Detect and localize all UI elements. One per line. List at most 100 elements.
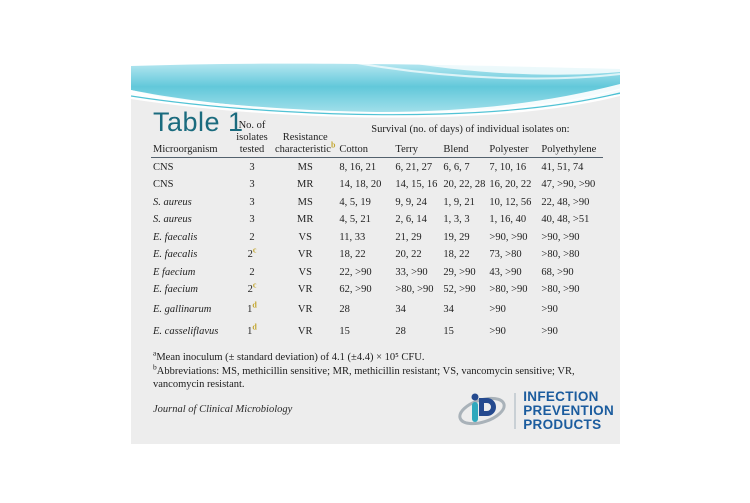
cell-polyethylene: >90, >90: [541, 231, 580, 243]
cell-cotton: 15: [339, 325, 350, 337]
cell-microorganism: E. faecalis: [153, 249, 198, 260]
table-row: E. faecalis 2 VS 11, 33 21, 29 19, 29 >9…: [151, 228, 603, 246]
cell-isolates: 2c: [247, 280, 257, 295]
cell-resistance: MS: [297, 196, 313, 208]
header-resistance: Resistance characteristicb: [273, 120, 338, 159]
cell-polyethylene: 40, 48, >51: [541, 214, 590, 225]
cell-isolates: 1d: [247, 300, 257, 315]
cell-cotton: 14, 18, 20: [339, 179, 382, 190]
cell-cotton: 4, 5, 19: [339, 196, 371, 208]
cell-cotton: 18, 22: [339, 249, 366, 260]
table-row: E faecium 2 VS 22, >90 33, >90 29, >90 4…: [151, 263, 603, 281]
footnote-a: aMean inoculum (± standard deviation) of…: [153, 348, 425, 363]
table-row: CNS 3 MR 14, 18, 20 14, 15, 16 20, 22, 2…: [151, 176, 603, 194]
cell-cotton: 22, >90: [339, 266, 372, 278]
cell-polyester: 43, >90: [489, 266, 522, 278]
header-blend: Blend: [441, 139, 488, 159]
cell-terry: 2, 6, 14: [395, 214, 427, 225]
cell-terry: 21, 29: [395, 231, 422, 243]
cell-polyester: >90: [489, 325, 506, 337]
cell-microorganism: E faecium: [153, 266, 196, 278]
cell-isolates: 3: [249, 161, 255, 173]
cell-polyethylene: 41, 51, 74: [541, 161, 584, 173]
cell-isolates: 3: [249, 179, 255, 190]
footnote-b: bAbbreviations: MS, methicillin sensitiv…: [153, 362, 575, 391]
cell-polyester: >90, >90: [489, 231, 528, 243]
cell-blend: 19, 29: [443, 231, 470, 243]
cell-polyethylene: 22, 48, >90: [541, 196, 590, 208]
cell-isolates: 2: [249, 231, 255, 243]
cell-cotton: 62, >90: [339, 284, 372, 295]
cell-microorganism: CNS: [153, 179, 174, 190]
cell-cotton: 8, 16, 21: [339, 161, 377, 173]
table-row: E. faecalis 2c VR 18, 22 20, 22 18, 22 7…: [151, 246, 603, 264]
cell-terry: 28: [395, 325, 406, 337]
cell-polyethylene: >80, >90: [541, 284, 580, 295]
wave-banner-graphic: [131, 60, 620, 124]
cell-isolates: 2c: [247, 245, 257, 260]
header-isolates-tested: No. of isolates tested: [231, 120, 273, 159]
table-row: S. aureus 3 MS 4, 5, 19 9, 9, 24 1, 9, 2…: [151, 193, 603, 211]
cell-resistance: MS: [297, 161, 313, 173]
cell-isolates: 3: [249, 214, 255, 225]
table-header: Microorganism No. of isolates tested Res…: [151, 120, 604, 159]
cell-isolates: 2: [249, 266, 255, 278]
cell-polyester: 16, 20, 22: [489, 179, 532, 190]
header-cotton: Cotton: [337, 139, 394, 159]
cell-resistance: VR: [297, 325, 313, 337]
cell-terry: 6, 21, 27: [395, 161, 433, 173]
header-microorganism: Microorganism: [151, 120, 231, 159]
cell-polyethylene: 68, >90: [541, 266, 574, 278]
header-survival-span: Survival (no. of days) of individual iso…: [371, 124, 570, 136]
cell-resistance: VS: [298, 266, 312, 278]
cell-isolates: 1d: [247, 322, 257, 337]
logo-wordmark: INFECTION PREVENTION PRODUCTS: [523, 389, 614, 432]
cell-microorganism: S. aureus: [153, 214, 192, 225]
cell-terry: 34: [395, 303, 406, 315]
cell-blend: 18, 22: [443, 249, 470, 260]
survival-data-table: Microorganism No. of isolates tested Res…: [151, 120, 604, 342]
cell-blend: 29, >90: [443, 266, 476, 278]
cell-cotton: 28: [339, 303, 350, 315]
cell-polyethylene: 47, >90, >90: [541, 179, 596, 190]
cell-polyester: 10, 12, 56: [489, 196, 532, 208]
cell-blend: 1, 3, 3: [443, 214, 470, 225]
cell-terry: 20, 22: [395, 249, 422, 260]
cell-blend: 1, 9, 21: [443, 196, 475, 208]
cell-cotton: 4, 5, 21: [339, 214, 371, 225]
logo-divider: [514, 392, 517, 429]
logo-line-3: PRODUCTS: [523, 416, 602, 432]
cell-microorganism: E. casseliflavus: [153, 325, 219, 337]
cell-polyester: >80, >90: [489, 284, 528, 295]
cell-polyethylene: >90: [541, 325, 558, 337]
cell-polyester: >90: [489, 303, 506, 315]
header-polyethylene: Polyethylene: [539, 139, 604, 159]
cell-terry: 14, 15, 16: [395, 179, 438, 190]
table-row: E. gallinarum 1d VR 28 34 34 >90 >90: [151, 298, 603, 320]
cell-microorganism: E. faecalis: [153, 231, 198, 243]
cell-resistance: VR: [297, 303, 313, 315]
infection-prevention-products-logo: INFECTION PREVENTION PRODUCTS: [457, 389, 614, 432]
cell-terry: 33, >90: [395, 266, 428, 278]
cell-blend: 6, 6, 7: [443, 161, 470, 173]
cell-resistance: MR: [297, 179, 314, 190]
ip-orbit-monogram-icon: [458, 393, 506, 426]
header-polyester: Polyester: [487, 139, 540, 159]
table-footnotes: aMean inoculum (± standard deviation) of…: [153, 348, 589, 392]
cell-isolates: 3: [249, 196, 255, 208]
cell-blend: 34: [443, 303, 454, 315]
table-row: S. aureus 3 MR 4, 5, 21 2, 6, 14 1, 3, 3…: [151, 211, 603, 229]
cell-blend: 52, >90: [443, 284, 476, 295]
cell-polyethylene: >80, >80: [541, 249, 580, 260]
cell-cotton: 11, 33: [339, 231, 366, 243]
cell-polyester: 73, >80: [489, 249, 522, 260]
table-row: CNS 3 MS 8, 16, 21 6, 21, 27 6, 6, 7 7, …: [151, 158, 603, 176]
cell-blend: 15: [443, 325, 454, 337]
cell-microorganism: CNS: [153, 161, 174, 173]
cell-polyester: 7, 10, 16: [489, 161, 527, 173]
cell-microorganism: S. aureus: [153, 196, 192, 208]
cell-blend: 20, 22, 28: [443, 179, 486, 190]
journal-citation: Journal of Clinical Microbiology: [153, 404, 293, 415]
table-row: E. faecium 2c VR 62, >90 >80, >90 52, >9…: [151, 281, 603, 299]
table-row: E. casseliflavus 1d VR 15 28 15 >90 >90: [151, 320, 603, 342]
